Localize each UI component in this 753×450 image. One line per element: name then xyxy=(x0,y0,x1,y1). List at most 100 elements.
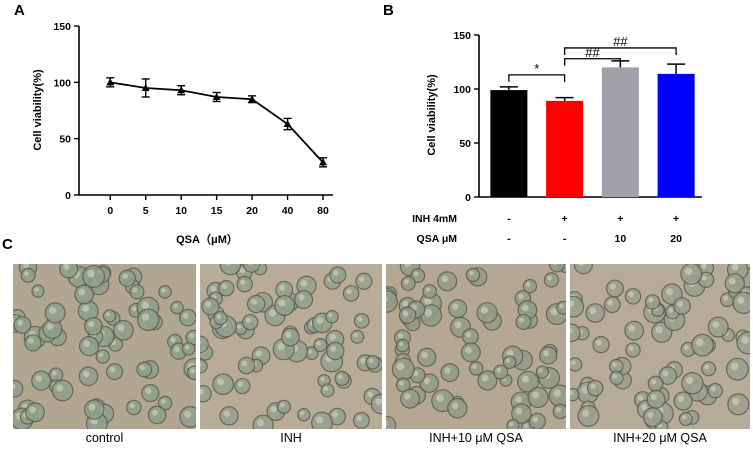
cell-highlight xyxy=(255,350,262,357)
cell xyxy=(701,361,717,377)
cell-highlight xyxy=(472,364,477,370)
cell xyxy=(352,411,370,429)
cell-highlight xyxy=(465,346,472,354)
cell-highlight xyxy=(399,380,404,386)
cell xyxy=(201,297,220,316)
cell-highlight xyxy=(236,324,242,329)
cell-highlight xyxy=(668,308,674,313)
cell-highlight xyxy=(582,409,590,418)
cell-highlight xyxy=(353,332,358,338)
cell xyxy=(219,406,239,426)
micrograph-caption: INH+10 μM QSA xyxy=(429,431,523,445)
cell-highlight xyxy=(329,334,336,341)
cell-highlight xyxy=(729,277,736,285)
chart-b-significance-bracket xyxy=(563,47,677,55)
chart-b-y-tick-label: 0 xyxy=(465,192,471,204)
cell xyxy=(95,349,110,364)
cell-highlight xyxy=(402,300,409,307)
cell xyxy=(326,341,345,361)
cell-highlight xyxy=(210,285,217,292)
cell-highlight xyxy=(251,298,258,305)
panel-label-c: C xyxy=(2,236,13,253)
chart-a-data-point xyxy=(283,120,292,128)
chart-b-condition-value: + xyxy=(673,213,679,225)
cell xyxy=(294,290,314,310)
cell-highlight xyxy=(315,416,324,424)
cell xyxy=(592,335,610,354)
cell-highlight xyxy=(320,377,325,382)
cell-highlight xyxy=(359,276,365,283)
cell-highlight xyxy=(98,352,104,358)
chart-b-condition-value: - xyxy=(563,233,567,245)
chart-a-ylabel: Cell viability(%) xyxy=(32,69,44,151)
cell-highlight xyxy=(650,393,657,401)
cell xyxy=(147,405,167,425)
cell-highlight xyxy=(29,406,36,414)
cell-highlight xyxy=(88,321,95,328)
cell xyxy=(136,361,153,378)
cell-highlight xyxy=(49,306,57,314)
cell-highlight xyxy=(46,323,54,330)
cell xyxy=(112,319,134,341)
cell xyxy=(570,295,585,318)
panel-label-b: B xyxy=(383,2,394,19)
cell-highlight xyxy=(628,345,634,351)
cell xyxy=(200,359,208,374)
cell xyxy=(237,356,256,375)
cell-highlight xyxy=(368,358,374,363)
chart-b-condition-value: + xyxy=(562,213,568,225)
cell xyxy=(136,308,160,331)
cell xyxy=(417,347,437,367)
cell xyxy=(234,377,251,395)
cell xyxy=(342,285,360,302)
chart-a-x-tick-label: 20 xyxy=(246,205,258,217)
cell-highlight xyxy=(239,267,246,274)
cell-highlight xyxy=(509,421,514,427)
cell-highlight xyxy=(521,375,529,383)
cell-highlight xyxy=(741,336,750,344)
cell-highlight xyxy=(452,303,459,310)
cell xyxy=(242,264,261,273)
chart-b: Cell viability(%) 0 50 100 150 * ## ## INH 4mM -… xyxy=(412,30,702,245)
cell xyxy=(297,408,311,422)
cell xyxy=(276,399,291,414)
micrograph-caption: control xyxy=(85,431,124,445)
cell-highlight xyxy=(413,370,419,376)
cell-highlight xyxy=(160,399,166,404)
cell-highlight xyxy=(173,346,180,352)
cell xyxy=(609,370,624,386)
chart-a-x-tick-label: 40 xyxy=(282,205,294,217)
cell-highlight xyxy=(224,264,231,266)
cell-highlight xyxy=(681,415,687,420)
cell xyxy=(577,405,600,427)
cell-highlight xyxy=(628,325,636,332)
cell xyxy=(646,389,666,409)
cell-highlight xyxy=(141,313,150,321)
cell-highlight xyxy=(131,306,137,312)
cell-highlight xyxy=(63,264,70,270)
cell-highlight xyxy=(241,360,248,367)
cell-highlight xyxy=(454,321,462,329)
cell-highlight xyxy=(677,301,683,307)
chart-b-y-tick-label: 150 xyxy=(453,30,471,42)
chart-a: Cell viability(%) QSA（μM） 0 50 100 150 0 5 10 1… xyxy=(32,21,333,246)
cell-highlight xyxy=(641,403,648,411)
cell-highlight xyxy=(184,345,190,350)
cell xyxy=(517,370,539,393)
cell-highlight xyxy=(300,280,308,287)
cell-highlight xyxy=(257,419,265,427)
cell xyxy=(691,333,714,357)
cell-highlight xyxy=(237,381,244,387)
cell-highlight xyxy=(444,367,451,374)
cell xyxy=(707,382,723,399)
cell xyxy=(586,379,604,397)
cell xyxy=(673,391,693,411)
cell-highlight xyxy=(109,366,116,373)
cell-highlight xyxy=(552,264,558,266)
chart-b-bar xyxy=(490,90,528,197)
cell-highlight xyxy=(732,398,740,406)
chart-b-y-tick-label: 100 xyxy=(453,84,471,96)
cell xyxy=(242,313,259,331)
cell xyxy=(448,299,468,319)
cell-highlight xyxy=(247,264,252,265)
